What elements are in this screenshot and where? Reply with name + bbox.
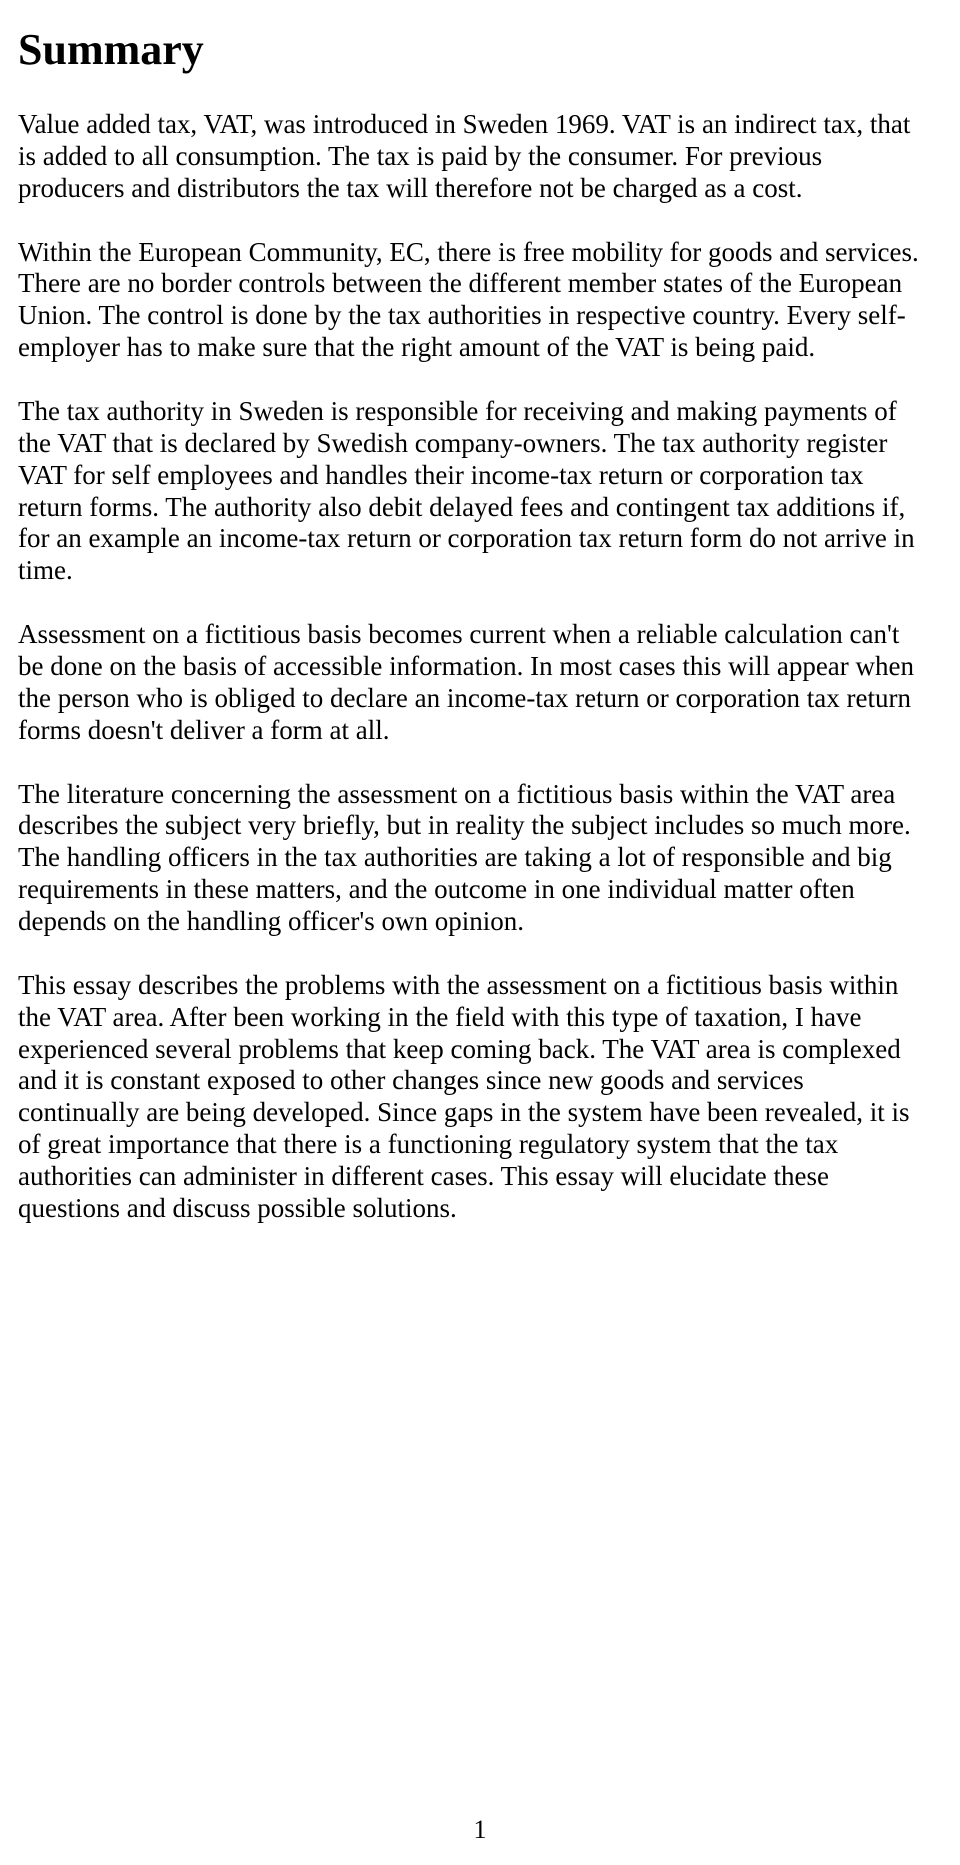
paragraph: This essay describes the problems with t…: [18, 970, 928, 1225]
paragraph: Value added tax, VAT, was introduced in …: [18, 109, 928, 205]
paragraph: Within the European Community, EC, there…: [18, 237, 928, 364]
page-title: Summary: [18, 24, 928, 75]
paragraph: The tax authority in Sweden is responsib…: [18, 396, 928, 587]
page-number: 1: [0, 1815, 960, 1845]
paragraph: The literature concerning the assessment…: [18, 779, 928, 938]
paragraph: Assessment on a fictitious basis becomes…: [18, 619, 928, 746]
